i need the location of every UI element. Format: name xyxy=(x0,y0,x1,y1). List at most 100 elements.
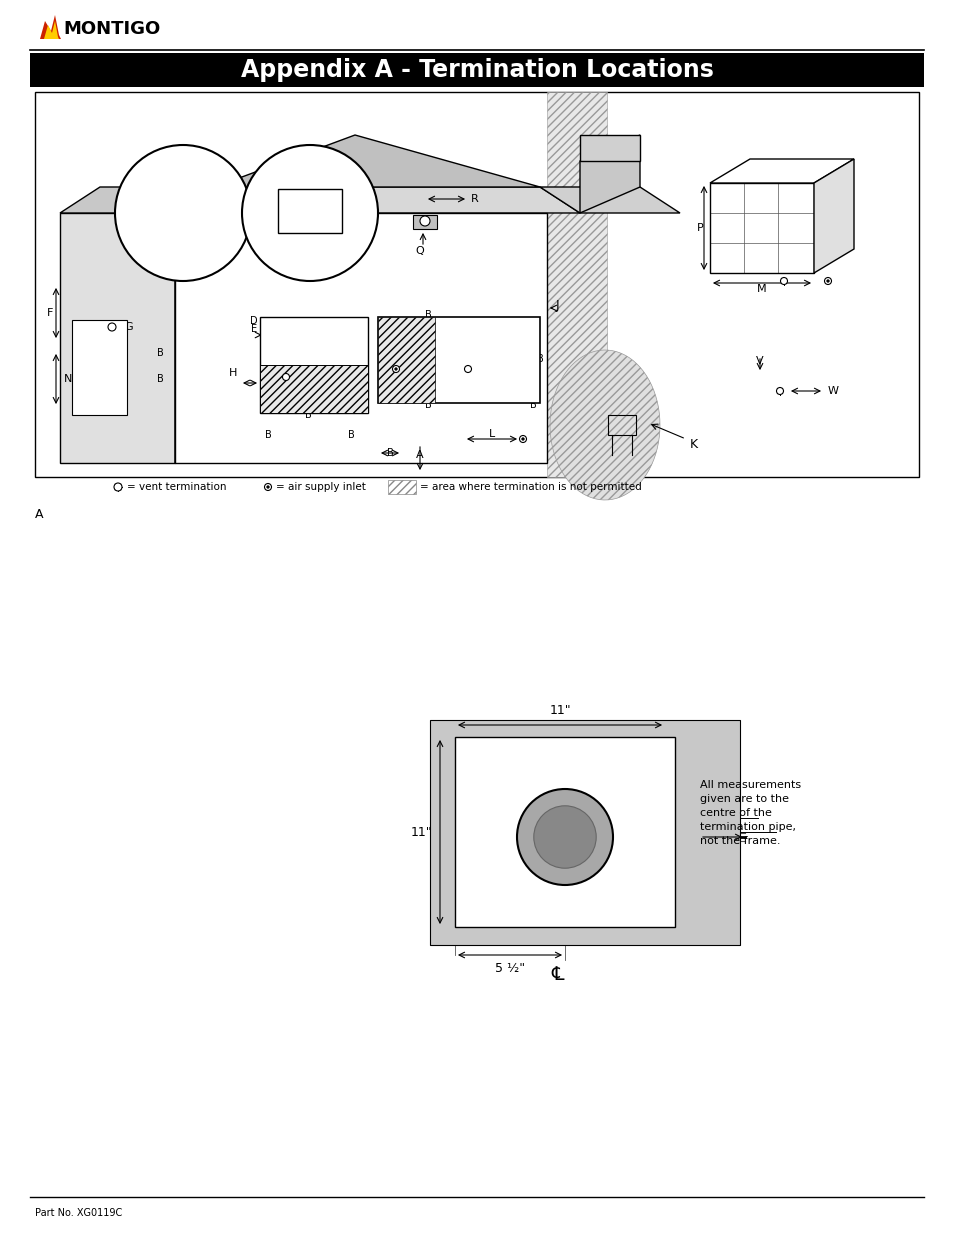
Circle shape xyxy=(826,280,828,283)
Circle shape xyxy=(517,789,613,885)
Polygon shape xyxy=(550,350,659,500)
Circle shape xyxy=(282,373,289,380)
Text: •: • xyxy=(122,375,128,384)
Bar xyxy=(30,53,923,86)
Circle shape xyxy=(392,366,399,373)
Text: = vent termination: = vent termination xyxy=(127,482,226,492)
Bar xyxy=(546,91,606,477)
Text: termination pipe,: termination pipe, xyxy=(700,823,795,832)
Text: Inside Corner: Inside Corner xyxy=(160,164,206,170)
Bar xyxy=(579,135,639,161)
Circle shape xyxy=(173,219,182,227)
Bar xyxy=(413,215,436,228)
Bar xyxy=(277,189,341,233)
Text: E: E xyxy=(251,324,256,333)
Polygon shape xyxy=(709,159,853,183)
Text: K: K xyxy=(689,438,698,452)
Text: R: R xyxy=(471,194,478,204)
Text: V: V xyxy=(756,356,763,366)
Text: A: A xyxy=(35,509,44,521)
Text: Part No. XG0119C: Part No. XG0119C xyxy=(35,1208,122,1218)
Text: centre of the: centre of the xyxy=(700,808,771,818)
Text: Closed: Closed xyxy=(296,347,319,353)
Circle shape xyxy=(267,485,269,488)
Text: F: F xyxy=(47,308,53,317)
Polygon shape xyxy=(539,186,679,212)
Bar xyxy=(35,91,918,477)
Text: B: B xyxy=(424,310,431,320)
Polygon shape xyxy=(44,21,59,40)
Text: B: B xyxy=(265,430,272,440)
Circle shape xyxy=(780,278,786,284)
Text: S: S xyxy=(308,210,314,220)
Text: termination pipe,: termination pipe, xyxy=(700,823,795,832)
Text: B: B xyxy=(386,448,393,458)
Text: All measurements: All measurements xyxy=(700,781,801,790)
Bar xyxy=(709,183,813,273)
Text: MONTIGO: MONTIGO xyxy=(63,20,160,38)
Text: A: A xyxy=(416,450,423,459)
Circle shape xyxy=(419,216,430,226)
Polygon shape xyxy=(579,135,639,212)
Circle shape xyxy=(115,144,251,282)
Text: T: T xyxy=(340,182,345,190)
Bar xyxy=(71,320,127,415)
Text: J: J xyxy=(556,299,559,311)
Polygon shape xyxy=(40,15,61,40)
Text: Alcove Detail: Alcove Detail xyxy=(287,164,333,170)
Text: centre of the: centre of the xyxy=(700,808,771,818)
Text: M: M xyxy=(757,284,766,294)
Circle shape xyxy=(299,203,308,211)
Text: I: I xyxy=(167,199,170,209)
Bar xyxy=(60,212,174,463)
Text: W: W xyxy=(827,387,838,396)
Text: Openable: Openable xyxy=(278,387,312,391)
Text: D: D xyxy=(250,316,257,326)
Text: B: B xyxy=(537,354,543,364)
Text: B: B xyxy=(156,348,163,358)
Text: L: L xyxy=(488,429,495,438)
Text: P: P xyxy=(696,224,702,233)
Text: Appendix A - Termination Locations: Appendix A - Termination Locations xyxy=(240,58,713,82)
Circle shape xyxy=(823,278,831,284)
Circle shape xyxy=(521,437,524,440)
Circle shape xyxy=(464,366,471,373)
Circle shape xyxy=(108,324,116,331)
Bar xyxy=(377,317,539,403)
Bar xyxy=(388,480,416,494)
Text: B: B xyxy=(156,374,163,384)
Text: = area where termination is not permitted: = area where termination is not permitte… xyxy=(419,482,641,492)
Circle shape xyxy=(242,144,377,282)
Polygon shape xyxy=(60,186,214,212)
Text: given are to the: given are to the xyxy=(700,794,788,804)
Text: Detail: Detail xyxy=(172,170,193,177)
Text: U: U xyxy=(308,180,314,189)
Text: 5 ½": 5 ½" xyxy=(495,962,524,974)
Bar xyxy=(260,317,368,412)
Bar xyxy=(430,720,740,945)
Text: B: B xyxy=(304,410,311,420)
Bar xyxy=(174,212,546,463)
Text: 11": 11" xyxy=(549,704,570,718)
Text: not the frame.: not the frame. xyxy=(700,836,780,846)
Circle shape xyxy=(395,368,396,370)
Text: C: C xyxy=(358,403,367,412)
Text: 11": 11" xyxy=(410,825,432,839)
Bar xyxy=(607,415,636,435)
Circle shape xyxy=(776,388,782,394)
Text: ℄: ℄ xyxy=(551,966,563,984)
Polygon shape xyxy=(174,186,579,212)
Text: Fixed: Fixed xyxy=(298,340,317,346)
Circle shape xyxy=(534,805,596,868)
Bar xyxy=(260,366,368,412)
Polygon shape xyxy=(813,159,853,273)
Bar xyxy=(377,317,435,403)
Text: B: B xyxy=(348,430,355,440)
Text: B: B xyxy=(530,400,537,410)
Circle shape xyxy=(113,483,122,492)
Polygon shape xyxy=(214,135,539,186)
Text: G: G xyxy=(124,322,132,332)
Text: N: N xyxy=(64,374,72,384)
Text: Fixed Closed: Fixed Closed xyxy=(450,351,498,359)
Text: B: B xyxy=(424,400,431,410)
